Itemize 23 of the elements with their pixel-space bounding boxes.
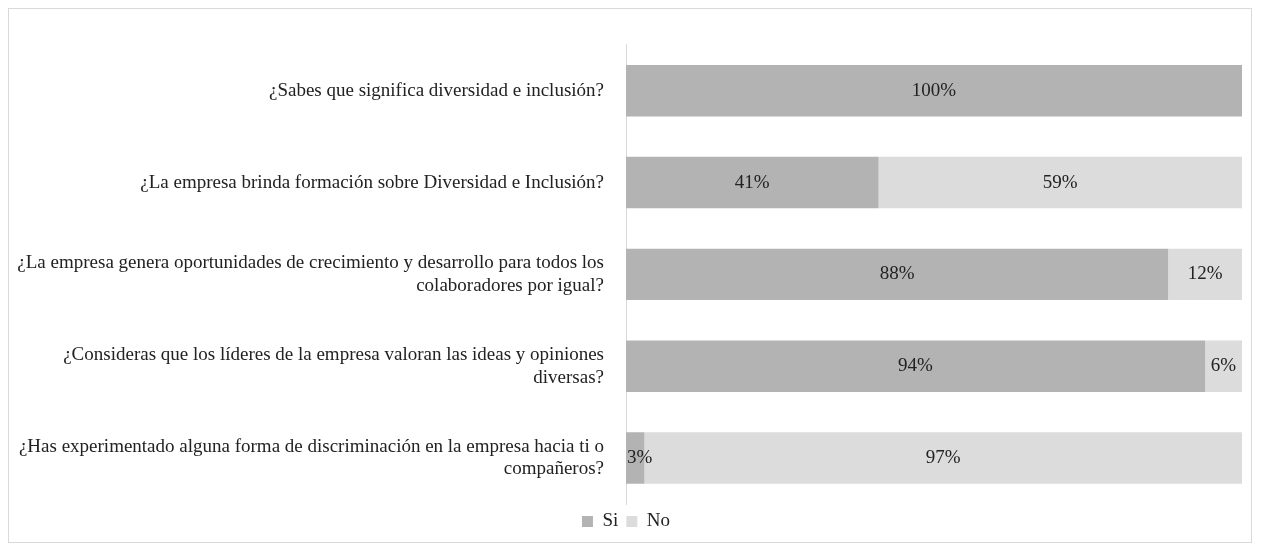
bar	[626, 156, 879, 209]
bar	[1205, 340, 1242, 392]
data-label: 94%	[898, 354, 934, 376]
y-tick-label: ¿Has experimentado alguna forma de discriminación en la empresa hacia ti o compañeros?	[18, 434, 604, 479]
data-label: 12%	[1187, 262, 1223, 284]
y-tick-label: ¿Sabes que significa diversidad e inclusión?	[268, 78, 604, 100]
bar	[626, 65, 1242, 117]
data-label: 41%	[734, 170, 770, 192]
bar	[626, 248, 1169, 301]
y-tick-label: ¿La empresa brinda formación sobre Diversidad e Inclusión?	[140, 170, 604, 192]
y-tick-label: ¿Consideras que los líderes de la empresa valoran las ideas y opiniones diversas?	[63, 342, 604, 387]
data-label: 97%	[925, 446, 961, 468]
bar	[878, 156, 1242, 209]
bar	[1168, 248, 1242, 301]
data-label: 59%	[1042, 170, 1078, 192]
bar	[626, 340, 1206, 392]
legend-label: Si	[602, 509, 619, 531]
data-label: 6%	[1210, 354, 1237, 376]
data-label: 88%	[879, 262, 915, 284]
y-tick-label: ¿La empresa genera oportunidades de crecimiento y desarrollo para todos los colaboradores por igual?	[17, 250, 604, 295]
data-label: 3%	[627, 446, 653, 468]
legend-label: No	[646, 509, 671, 531]
data-label: 100%	[911, 78, 957, 100]
